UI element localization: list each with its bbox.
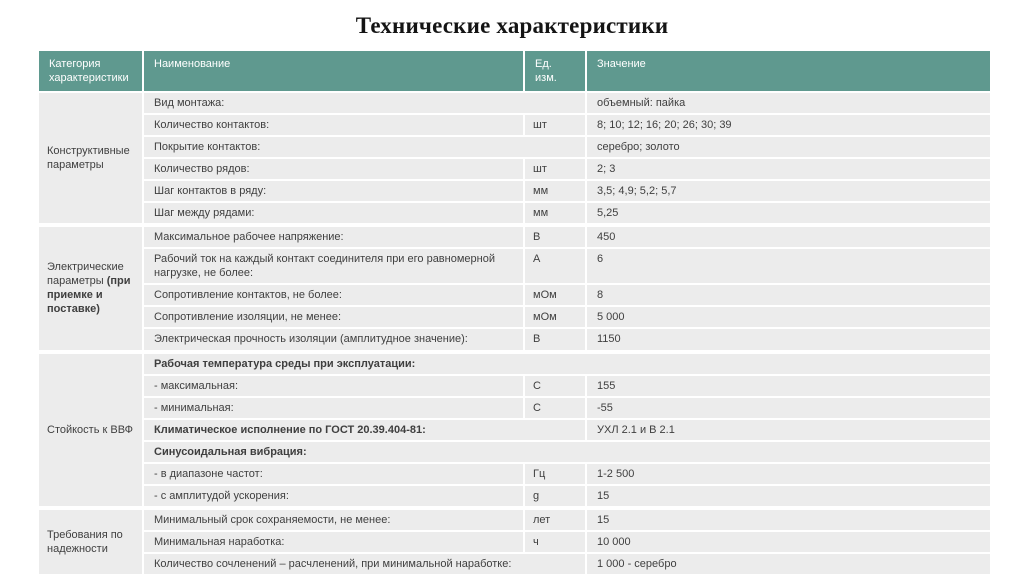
unit-cell: В [523,223,587,250]
name-cell: Минимальная наработка: [142,530,525,555]
unit-cell: С [523,395,587,420]
table-row: Рабочий ток на каждый контакт соединител… [38,247,992,286]
name-cell: Вид монтажа: [142,90,587,115]
name-cell: Рабочий ток на каждый контакт соединител… [142,247,525,286]
value-cell: 6 [585,247,992,286]
unit-cell: мОм [523,283,587,308]
name-cell: Сопротивление изоляции, не менее: [142,305,525,330]
name-cell: Максимальное рабочее напряжение: [142,223,525,250]
name-cell: Шаг контактов в ряду: [142,178,525,203]
value-cell: 15 [585,483,992,510]
column-header-name: Наименование [142,49,525,93]
name-cell: - в диапазоне частот: [142,461,525,487]
value-cell: серебро; золото [585,134,992,159]
name-cell: - с амплитудой ускорения: [142,483,525,510]
specs-table-body: Конструктивные параметры Вид монтажа: объе… [37,90,992,574]
category-cell: Стойкость к ВВФ [37,349,144,510]
value-cell: -55 [585,395,992,420]
unit-cell: мм [523,200,587,227]
table-row: Количество сочленений – расчленений, при… [38,552,992,574]
unit-cell: мОм [523,305,587,330]
name-cell: Количество контактов: [142,112,525,137]
table-row: Минимальная наработка: ч 10 000 [38,530,992,555]
table-row: Шаг контактов в ряду: мм 3,5; 4,9; 5,2; 5,… [38,178,992,203]
name-cell: - минимальная: [142,395,525,420]
table-row: Покрытие контактов: серебро; золото [38,134,992,159]
value-cell: 8; 10; 12; 16; 20; 26; 30; 39 [585,112,992,137]
unit-cell: g [523,483,587,510]
value-cell: 3,5; 4,9; 5,2; 5,7 [585,178,992,203]
table-row: Количество контактов: шт 8; 10; 12; 16; 20… [38,112,992,137]
value-cell: 1150 [585,327,992,353]
table-row: - в диапазоне частот: Гц 1-2 500 [38,461,992,487]
table-row: Сопротивление контактов, не более: мОм 8 [38,283,992,308]
name-cell: Количество рядов: [142,156,525,181]
value-cell: 5,25 [585,200,992,227]
name-cell: Шаг между рядами: [142,200,525,227]
value-cell: 10 000 [585,530,992,555]
table-row: Шаг между рядами: мм 5,25 [38,200,992,227]
category-cell: Конструктивные параметры [37,90,144,227]
category-label: Требования по надежности [47,529,123,556]
unit-cell: А [523,247,587,286]
table-row: Количество рядов: шт 2; 3 [38,156,992,181]
value-cell: УХЛ 2.1 и В 2.1 [585,417,992,442]
category-cell: Электрические параметры (при приемке и п… [37,223,144,353]
category-label: Стойкость к ВВФ [47,423,134,436]
unit-cell: Гц [523,461,587,487]
value-cell: 2; 3 [585,156,992,181]
table-row: Требования по надежности Минимальный срок… [37,506,992,574]
category-label: Конструктивные параметры [47,144,130,171]
table-row: Стойкость к ВВФ Рабочая температура среды… [37,349,992,510]
category-cell: Требования по надежности [37,506,144,574]
column-header-value: Значение [585,49,992,93]
value-cell: 15 [585,506,992,533]
value-cell: 8 [585,283,992,308]
value-cell: объемный: пайка [585,90,992,115]
table-row: Сопротивление изоляции, не менее: мОм 5 00… [38,305,992,330]
unit-cell: ч [523,530,587,555]
name-cell: Климатическое исполнение по ГОСТ 20.39.4… [142,417,587,442]
value-cell: 1 000 - серебро [585,552,992,574]
table-row: - максимальная: С 155 [38,373,992,398]
name-cell: Количество сочленений – расчленений, при… [142,552,587,574]
table-header: Категория характеристики Наименование Ед… [37,49,992,93]
category-label-bold: (при приемке и поставке) [47,275,131,316]
unit-cell: шт [523,156,587,181]
unit-cell: В [523,327,587,353]
name-cell: Синусоидальная вибрация: [142,439,992,464]
value-cell: 450 [585,223,992,250]
column-header-unit: Ед. изм. [523,49,587,93]
table-row: - минимальная: С -55 [38,395,992,420]
column-header-category: Категория характеристики [37,49,144,93]
value-cell: 1-2 500 [585,461,992,487]
page-title: Технические характеристики [355,13,669,38]
name-cell: Рабочая температура среды при эксплуатац… [142,349,992,376]
table-row: Конструктивные параметры Вид монтажа: объе… [37,90,992,227]
specs-table: Категория характеристики Наименование Ед… [37,49,992,574]
name-cell: Покрытие контактов: [142,134,587,159]
unit-cell: С [523,373,587,398]
name-cell: Сопротивление контактов, не более: [142,283,525,308]
table-row: - с амплитудой ускорения: g 15 [38,483,992,510]
header-row: Категория характеристики Наименование Ед… [37,49,992,93]
value-cell: 155 [585,373,992,398]
category-label: Электрические параметры [47,261,124,288]
unit-cell: мм [523,178,587,203]
name-cell: Минимальный срок сохраняемости, не менее… [142,506,525,533]
table-row: Электрическая прочность изоляции (амплит… [38,327,992,353]
table-row: Синусоидальная вибрация: [38,439,992,464]
name-cell: Электрическая прочность изоляции (амплит… [142,327,525,353]
table-row: Электрические параметры (при приемке и п… [37,223,992,353]
unit-cell: лет [523,506,587,533]
value-cell: 5 000 [585,305,992,330]
unit-cell: шт [523,112,587,137]
table-row: Климатическое исполнение по ГОСТ 20.39.4… [38,417,992,442]
name-cell: - максимальная: [142,373,525,398]
